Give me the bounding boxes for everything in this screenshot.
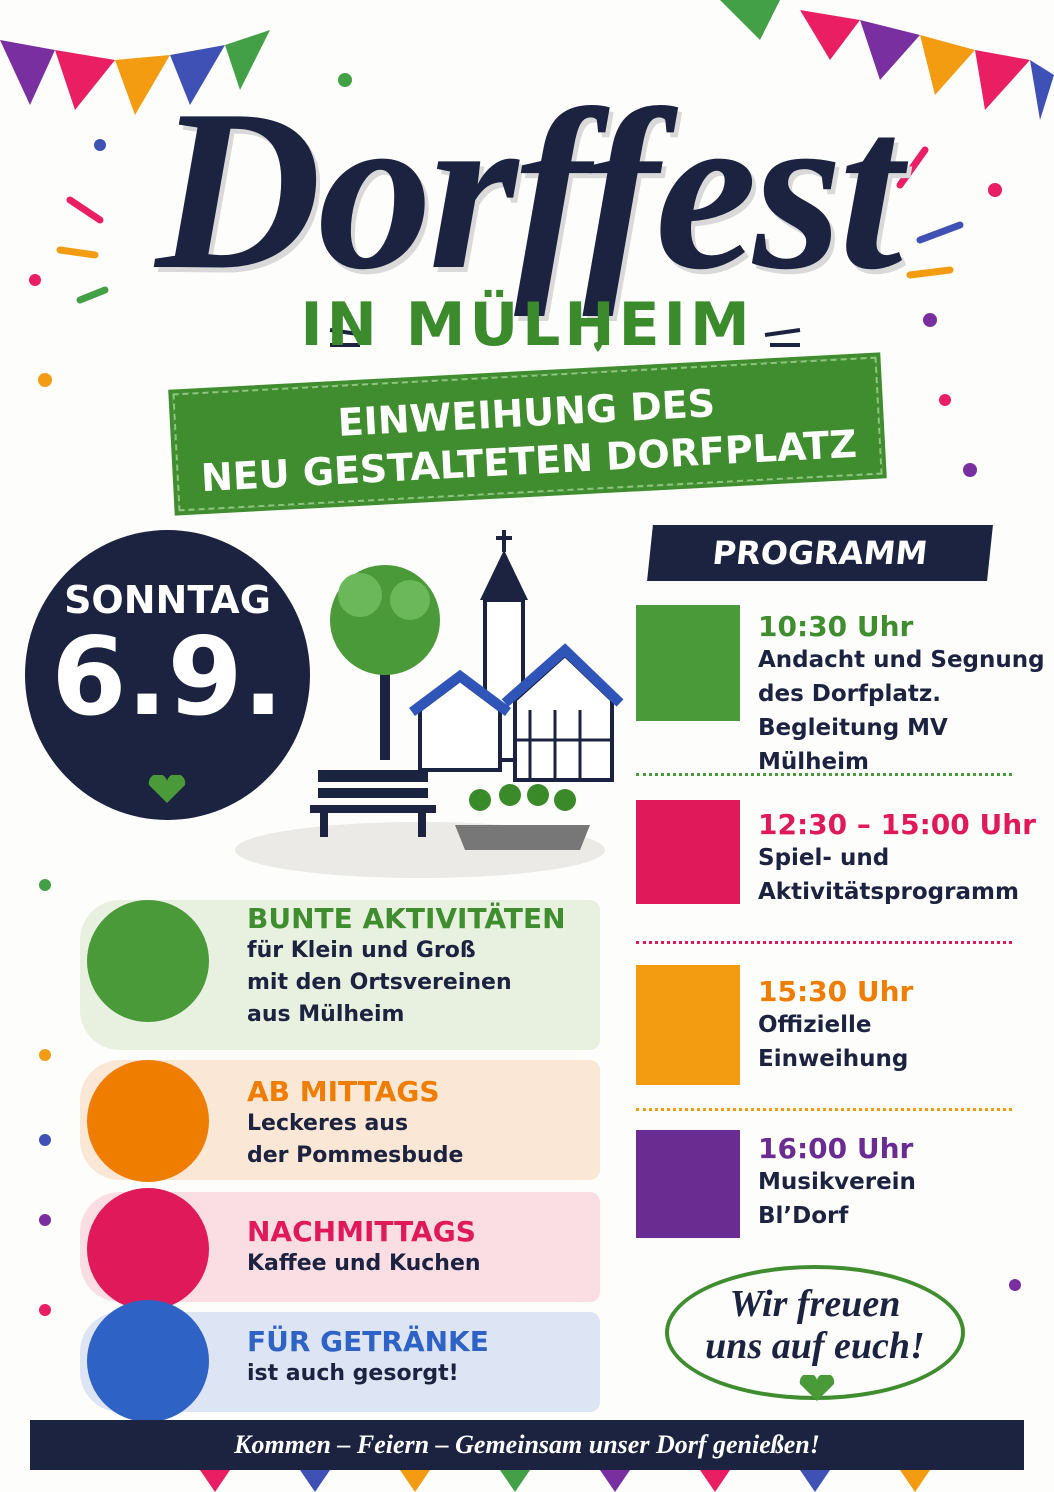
line: Leckeres aus <box>247 1111 409 1136</box>
line: Musikverein <box>758 1169 916 1195</box>
heart <box>799 1375 835 1401</box>
confetti <box>29 73 1021 1316</box>
program-item: 12:30 – 15:00 Uhr Spiel- und Aktivitätsp… <box>758 808 1036 909</box>
highlight-title: FÜR GETRÄNKE <box>247 1325 489 1358</box>
highlight-title: BUNTE AKTIVITÄTEN <box>247 902 566 935</box>
highlight: BUNTE AKTIVITÄTEN für Klein und Groß mit… <box>247 902 566 1031</box>
line: aus Mülheim <box>247 1002 405 1027</box>
date: 6.9. <box>51 615 284 740</box>
line: Andacht und Segnung <box>758 647 1045 673</box>
highlight: AB MITTAGS Leckeres aus der Pommesbude <box>247 1075 463 1172</box>
closing-line: Wir freuen <box>729 1283 901 1325</box>
icon-music <box>636 1130 740 1238</box>
line: ist auch gesorgt! <box>247 1361 459 1386</box>
line: Einweihung <box>758 1046 909 1072</box>
village-illustration <box>235 530 624 878</box>
footer: Kommen – Feiern – Gemeinsam unser Dorf g… <box>30 1420 1024 1470</box>
time: 12:30 – 15:00 Uhr <box>758 808 1036 841</box>
line: mit den Ortsvereinen <box>247 970 512 995</box>
icon-coffee <box>87 1188 209 1310</box>
bunting-top <box>0 0 1054 120</box>
program-item: 15:30 Uhr Offizielle Einweihung <box>758 975 913 1076</box>
line: Spiel- und <box>758 845 890 871</box>
icon-drinks <box>87 1300 209 1422</box>
line: für Klein und Groß <box>247 938 476 963</box>
closing-note: Wir freuen uns auf euch! <box>665 1265 965 1400</box>
program-title: PROGRAMM <box>647 525 993 581</box>
separator <box>636 1108 1012 1111</box>
highlight-title: NACHMITTAGS <box>247 1215 476 1248</box>
line: Kaffee und Kuchen <box>247 1251 481 1276</box>
separator <box>636 773 1012 776</box>
line: Bl’Dorf <box>758 1203 849 1229</box>
closing-line: uns auf euch! <box>705 1325 925 1367</box>
highlight: FÜR GETRÄNKE ist auch gesorgt! <box>247 1325 489 1390</box>
time: 15:30 Uhr <box>758 975 914 1008</box>
icon-fries <box>87 1060 209 1182</box>
line: Aktivitätsprogramm <box>758 879 1019 905</box>
day: SONNTAG <box>64 578 271 622</box>
line: Offizielle <box>758 1012 872 1038</box>
icon-play <box>636 800 740 904</box>
heart <box>148 775 186 803</box>
time: 16:00 Uhr <box>758 1132 914 1165</box>
separator <box>636 941 1012 944</box>
program-item: 16:00 Uhr Musikverein Bl’Dorf <box>758 1132 916 1233</box>
subtitle: IN MÜLHEIM <box>300 290 754 360</box>
line: Begleitung MV Mülheim <box>758 715 948 775</box>
highlight: NACHMITTAGS Kaffee und Kuchen <box>247 1215 481 1280</box>
icon-church <box>636 605 740 721</box>
date-badge: SONNTAG 6.9. <box>25 530 310 820</box>
line: der Pommesbude <box>247 1143 464 1168</box>
time: 10:30 Uhr <box>758 610 914 643</box>
title: Dorffest <box>155 62 902 317</box>
bunting-bottom <box>200 1470 930 1492</box>
highlight-title: AB MITTAGS <box>247 1075 440 1108</box>
program-item: 10:30 Uhr Andacht und Segnung des Dorfpl… <box>758 610 1054 779</box>
icon-ribbon <box>636 965 740 1085</box>
line: des Dorfplatz. <box>758 681 941 707</box>
icon-people <box>87 900 209 1022</box>
